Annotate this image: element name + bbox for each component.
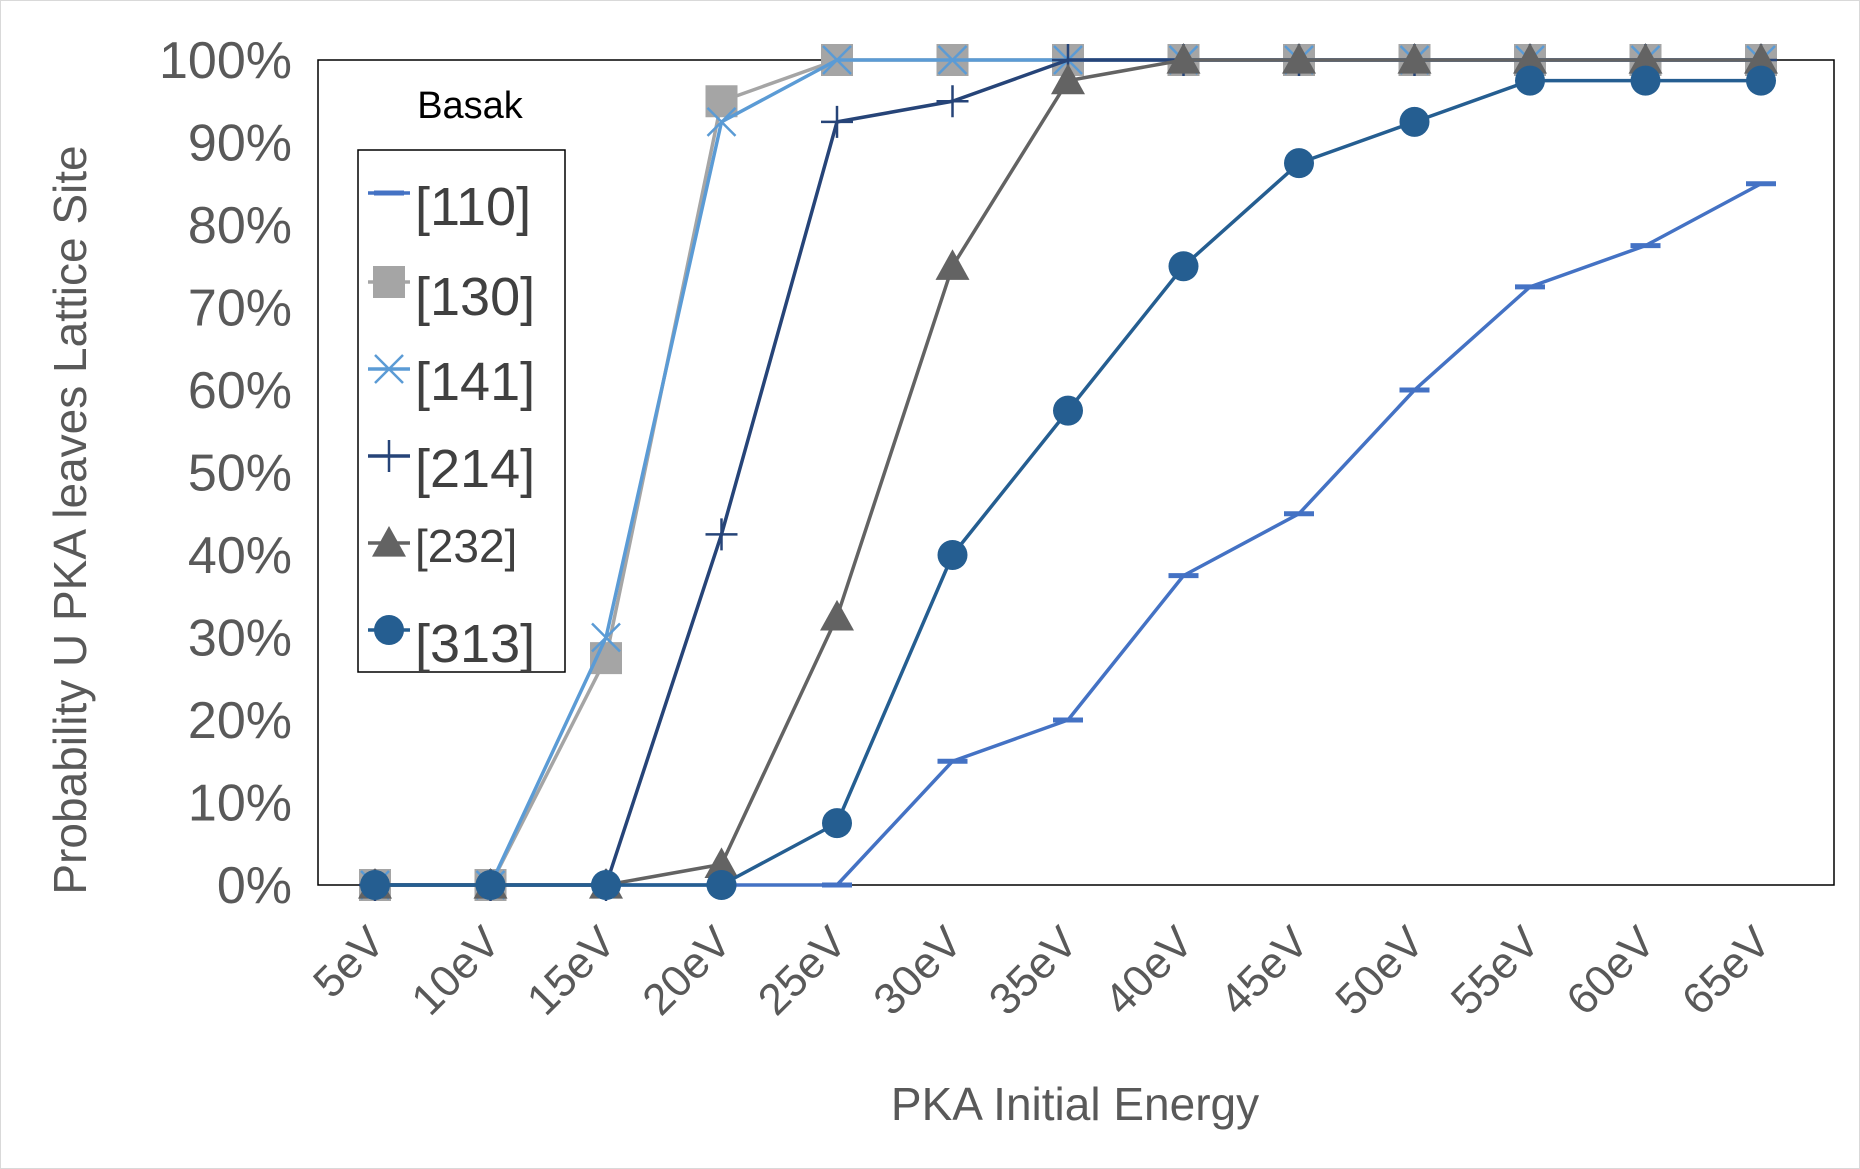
legend-swatch-marker <box>374 354 404 384</box>
legend-swatch-marker <box>372 526 406 557</box>
y-tick-label: 50% <box>188 445 292 503</box>
data-point <box>360 870 390 900</box>
data-point <box>937 540 968 570</box>
x-tick-label: 45eV <box>1211 917 1319 1025</box>
legend-item: [110] <box>368 177 531 237</box>
legend-label: [313] <box>415 614 535 674</box>
y-tick-label: 30% <box>188 610 292 668</box>
legend-label: [214] <box>415 439 535 499</box>
data-point <box>937 45 968 75</box>
data-point <box>1515 65 1545 96</box>
data-point <box>1630 65 1661 96</box>
y-tick-label: 60% <box>188 362 292 420</box>
x-tick-label: 50eV <box>1326 917 1434 1025</box>
data-point <box>1628 43 1663 74</box>
legend-item: [141] <box>368 352 535 412</box>
x-axis-title: PKA Initial Energy <box>891 1078 1259 1130</box>
data-point <box>591 622 621 653</box>
x-tick-label: 55eV <box>1442 917 1550 1025</box>
y-tick-label: 20% <box>188 692 292 750</box>
x-axis-ticks: 5eV 10eV 15eV 20eV 25eV 30eV 35eV 40eV 45eV 50eV 5… <box>304 917 1780 1025</box>
x-tick-label: 5eV <box>304 917 394 1007</box>
y-tick-label: 80% <box>188 197 292 255</box>
legend-label: [110] <box>415 177 531 237</box>
data-point <box>822 808 852 839</box>
data-point <box>820 599 854 631</box>
y-tick-label: 10% <box>188 775 292 833</box>
legend-box <box>357 149 566 673</box>
legend-label: [130] <box>415 267 535 327</box>
data-point <box>475 870 506 900</box>
data-point <box>1744 43 1778 74</box>
data-point <box>1053 395 1083 426</box>
x-tick-label: 35eV <box>980 917 1088 1025</box>
x-tick-label: 60eV <box>1557 917 1665 1025</box>
y-axis-ticks: 0% 10% 20% 30% 40% 50% 60% 70% 80% 90% 100% <box>159 32 292 915</box>
data-point <box>705 518 738 551</box>
legend-swatch-marker <box>374 615 404 645</box>
legend-label: [141] <box>415 352 535 412</box>
data-point <box>1399 106 1430 137</box>
x-tick-label: 25eV <box>749 917 857 1025</box>
data-point <box>706 870 737 900</box>
data-point <box>1166 43 1201 74</box>
data-point <box>1284 148 1314 179</box>
data-point <box>704 847 739 878</box>
x-tick-label: 65eV <box>1673 917 1781 1025</box>
legend-label: [232] <box>415 520 517 572</box>
x-tick-label: 40eV <box>1095 917 1203 1025</box>
data-point <box>936 85 969 118</box>
legend-swatch-marker <box>373 440 405 472</box>
data-point <box>1513 43 1547 74</box>
data-point <box>821 105 853 138</box>
x-tick-label: 30eV <box>864 917 972 1025</box>
data-point <box>1051 63 1085 95</box>
legend-swatch-marker <box>373 266 405 298</box>
data-point <box>935 249 970 280</box>
data-point <box>1397 43 1432 74</box>
y-tick-label: 0% <box>217 857 292 915</box>
x-tick-label: 10eV <box>402 917 510 1025</box>
data-point <box>822 45 852 75</box>
x-tick-label: 15eV <box>518 917 626 1025</box>
y-tick-label: 100% <box>159 32 292 90</box>
series-layer <box>358 43 1778 901</box>
x-tick-label: 20eV <box>633 917 741 1025</box>
legend-item: [232] <box>368 520 517 572</box>
legend-item: [313] <box>368 614 535 674</box>
legend-item: [130] <box>368 266 535 327</box>
legend-title: Basak <box>417 85 524 127</box>
data-point <box>1168 251 1199 282</box>
y-tick-label: 70% <box>188 280 292 338</box>
data-point <box>1746 65 1776 96</box>
legend: [110] [130] [141] [214] [232] [313] <box>357 149 566 674</box>
data-point <box>591 870 621 900</box>
y-tick-label: 40% <box>188 527 292 585</box>
data-point <box>1282 43 1316 74</box>
y-tick-label: 90% <box>188 115 292 173</box>
data-point <box>706 106 737 137</box>
series-313 <box>360 65 1776 900</box>
legend-item: [214] <box>368 439 535 499</box>
y-axis-title: Probability U PKA leaves Lattice Site <box>44 145 96 894</box>
data-point <box>705 85 738 118</box>
